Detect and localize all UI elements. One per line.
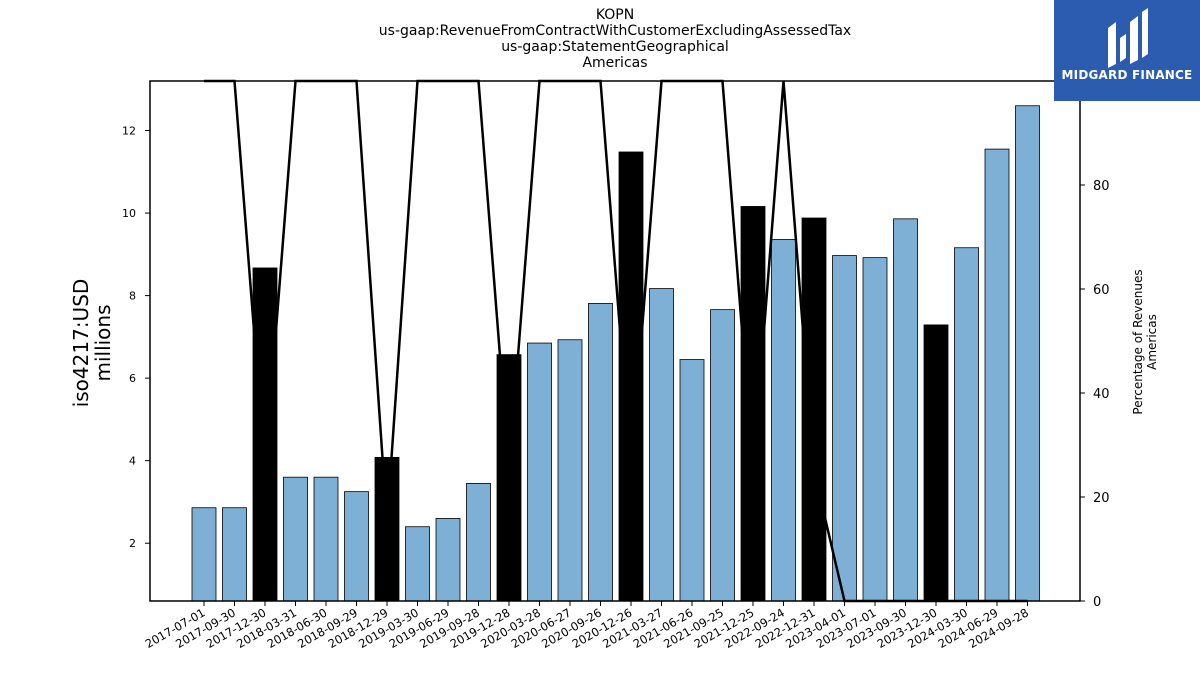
bar <box>893 218 918 602</box>
bar <box>588 303 613 602</box>
bar <box>801 217 827 602</box>
y-tick-label: 4 <box>129 455 136 468</box>
y-tick-label: 10 <box>122 207 136 220</box>
title-line-4: Americas <box>582 55 648 71</box>
y-tick-label: 2 <box>129 537 136 550</box>
bar <box>984 148 1010 602</box>
bar <box>344 491 369 602</box>
bar <box>313 476 339 602</box>
bar <box>710 309 735 602</box>
y-tick-label: 8 <box>129 290 136 303</box>
bar <box>923 324 949 602</box>
brand-logo: MIDGARD FINANCE <box>1054 0 1200 101</box>
bar <box>679 359 705 602</box>
bar <box>252 267 278 602</box>
bar <box>222 507 247 602</box>
logo-text: MIDGARD FINANCE <box>1061 68 1193 82</box>
y-tick-label: 6 <box>129 372 136 385</box>
plot-frame <box>149 80 1081 602</box>
logo-mark-icon <box>1108 8 1148 68</box>
bar <box>405 526 430 602</box>
y2-tick-label: 60 <box>1093 283 1110 298</box>
bar <box>649 288 674 602</box>
y2-tick-label: 20 <box>1093 491 1110 506</box>
bar <box>954 247 979 602</box>
y2-tick-label: 80 <box>1093 179 1110 194</box>
title-line-1: KOPN <box>595 7 635 23</box>
bar <box>862 257 888 602</box>
bar <box>191 507 217 602</box>
bar <box>435 518 461 602</box>
bar <box>527 342 552 602</box>
bar <box>771 239 796 602</box>
bar <box>283 476 308 602</box>
bar <box>557 339 583 602</box>
bar <box>832 255 857 602</box>
y-tick-label: 12 <box>122 125 136 138</box>
y2-tick-label: 0 <box>1093 595 1101 610</box>
bar <box>1015 105 1040 602</box>
bar <box>466 482 491 602</box>
title-line-3: us-gaap:StatementGeographical <box>501 39 729 55</box>
bar <box>496 354 522 602</box>
title-line-2: us-gaap:RevenueFromContractWithCustomerE… <box>378 23 852 39</box>
bar <box>374 456 400 602</box>
y2-tick-label: 40 <box>1093 387 1110 402</box>
bar <box>740 206 766 602</box>
